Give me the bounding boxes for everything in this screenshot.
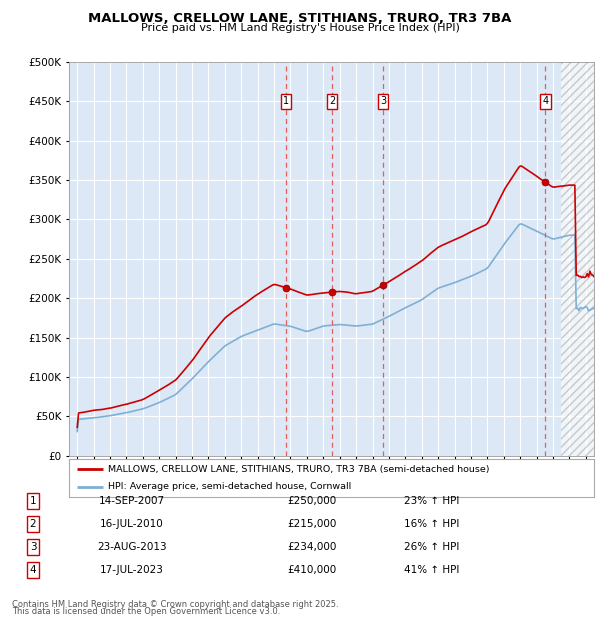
- Text: Price paid vs. HM Land Registry's House Price Index (HPI): Price paid vs. HM Land Registry's House …: [140, 23, 460, 33]
- Text: 26% ↑ HPI: 26% ↑ HPI: [404, 542, 460, 552]
- Text: This data is licensed under the Open Government Licence v3.0.: This data is licensed under the Open Gov…: [12, 607, 280, 616]
- Text: 23-AUG-2013: 23-AUG-2013: [97, 542, 167, 552]
- Text: 1: 1: [29, 496, 37, 506]
- Text: 41% ↑ HPI: 41% ↑ HPI: [404, 565, 460, 575]
- Text: 16-JUL-2010: 16-JUL-2010: [100, 519, 164, 529]
- Text: 3: 3: [29, 542, 37, 552]
- Text: 4: 4: [29, 565, 37, 575]
- Text: £215,000: £215,000: [287, 519, 337, 529]
- Text: MALLOWS, CRELLOW LANE, STITHIANS, TRURO, TR3 7BA (semi-detached house): MALLOWS, CRELLOW LANE, STITHIANS, TRURO,…: [109, 464, 490, 474]
- Text: 2: 2: [29, 519, 37, 529]
- Text: Contains HM Land Registry data © Crown copyright and database right 2025.: Contains HM Land Registry data © Crown c…: [12, 600, 338, 609]
- Text: 16% ↑ HPI: 16% ↑ HPI: [404, 519, 460, 529]
- Text: £410,000: £410,000: [287, 565, 337, 575]
- Text: HPI: Average price, semi-detached house, Cornwall: HPI: Average price, semi-detached house,…: [109, 482, 352, 492]
- Text: 14-SEP-2007: 14-SEP-2007: [99, 496, 165, 506]
- Text: 2: 2: [329, 96, 335, 107]
- Bar: [561, 62, 594, 456]
- Text: 3: 3: [380, 96, 386, 107]
- Text: MALLOWS, CRELLOW LANE, STITHIANS, TRURO, TR3 7BA: MALLOWS, CRELLOW LANE, STITHIANS, TRURO,…: [88, 12, 512, 25]
- Text: £250,000: £250,000: [287, 496, 337, 506]
- Text: 23% ↑ HPI: 23% ↑ HPI: [404, 496, 460, 506]
- Text: 4: 4: [542, 96, 548, 107]
- Text: 17-JUL-2023: 17-JUL-2023: [100, 565, 164, 575]
- Text: £234,000: £234,000: [287, 542, 337, 552]
- Text: 1: 1: [283, 96, 289, 107]
